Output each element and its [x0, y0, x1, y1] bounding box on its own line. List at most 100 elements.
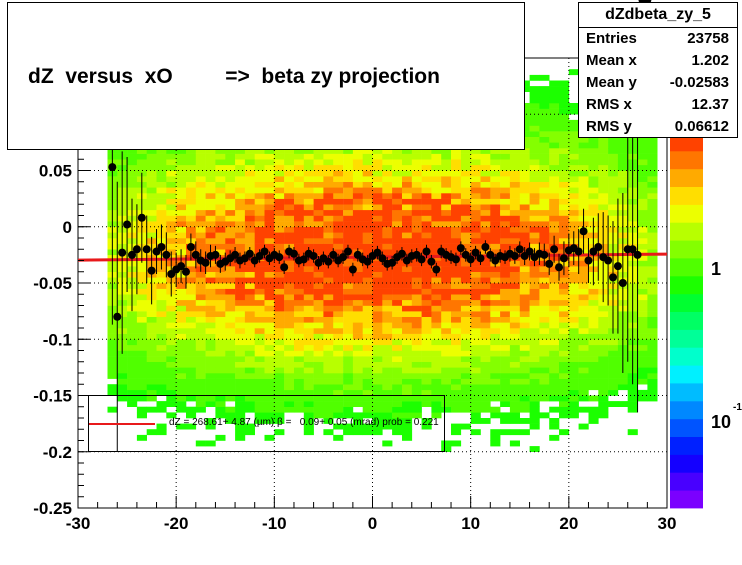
profile-point	[550, 245, 559, 254]
hist-bin	[519, 266, 530, 272]
hist-bin	[323, 339, 334, 346]
hist-bin	[195, 209, 206, 216]
hist-bin	[549, 209, 560, 216]
hist-bin	[411, 406, 422, 413]
palette-swatch	[670, 472, 703, 491]
hist-bin	[146, 193, 157, 199]
hist-bin	[519, 378, 530, 385]
hist-bin	[402, 423, 413, 430]
hist-bin	[529, 170, 540, 177]
hist-bin	[343, 389, 354, 396]
hist-bin	[235, 322, 246, 329]
hist-bin	[195, 389, 206, 396]
hist-bin	[323, 266, 334, 272]
hist-bin	[235, 305, 246, 312]
hist-bin	[303, 339, 314, 346]
hist-bin	[333, 384, 344, 391]
profile-point	[604, 256, 613, 265]
hist-bin	[333, 316, 344, 323]
hist-bin	[176, 176, 187, 182]
hist-bin	[500, 271, 511, 278]
profile-point	[417, 255, 426, 264]
hist-bin	[274, 367, 285, 374]
hist-bin	[294, 209, 305, 216]
hist-bin	[451, 153, 462, 160]
hist-bin	[156, 350, 167, 357]
hist-bin	[186, 159, 197, 166]
hist-bin	[608, 193, 619, 199]
hist-bin	[451, 339, 462, 346]
palette-swatch	[670, 240, 703, 259]
stats-box: dZdbeta_zy_5 Entries 23758 Mean x 1.202 Me…	[578, 2, 738, 138]
hist-bin	[568, 344, 579, 351]
hist-bin	[480, 204, 491, 211]
hist-bin	[627, 389, 638, 396]
hist-bin	[136, 277, 147, 284]
hist-bin	[372, 148, 383, 154]
profile-point	[177, 262, 186, 271]
hist-bin	[460, 164, 471, 171]
hist-bin	[303, 159, 314, 166]
hist-bin	[284, 333, 295, 340]
hist-bin	[392, 316, 403, 323]
hist-bin	[588, 406, 599, 413]
hist-bin	[313, 322, 324, 329]
hist-bin	[568, 406, 579, 413]
hist-bin	[186, 373, 197, 379]
hist-bin	[264, 328, 275, 334]
hist-bin	[441, 193, 452, 199]
palette-swatch	[670, 222, 703, 241]
hist-bin	[303, 288, 314, 295]
hist-bin	[294, 333, 305, 340]
profile-point	[108, 163, 117, 172]
hist-bin	[568, 159, 579, 166]
hist-bin	[509, 316, 520, 323]
hist-bin	[176, 395, 187, 402]
hist-bin	[313, 153, 324, 160]
hist-bin	[539, 226, 550, 233]
hist-bin	[254, 384, 265, 391]
hist-bin	[186, 412, 197, 419]
hist-bin	[225, 159, 236, 166]
hist-bin	[470, 389, 481, 396]
hist-bin	[244, 333, 255, 340]
hist-bin	[647, 288, 658, 295]
hist-bin	[382, 356, 393, 362]
hist-bin	[490, 429, 501, 436]
hist-bin	[195, 198, 206, 205]
hist-bin	[608, 142, 619, 149]
hist-bin	[539, 136, 550, 143]
hist-bin	[244, 215, 255, 222]
hist-bin	[235, 344, 246, 351]
hist-bin	[568, 142, 579, 149]
hist-bin	[235, 170, 246, 177]
hist-bin	[431, 344, 442, 351]
hist-bin	[323, 148, 334, 154]
hist-bin	[264, 339, 275, 346]
hist-bin	[323, 356, 334, 362]
hist-bin	[264, 406, 275, 413]
hist-bin	[382, 271, 393, 278]
hist-bin	[225, 209, 236, 216]
hist-bin	[402, 299, 413, 306]
hist-bin	[176, 316, 187, 323]
hist-bin	[451, 401, 462, 407]
hist-bin	[490, 378, 501, 385]
hist-bin	[519, 209, 530, 216]
hist-bin	[372, 204, 383, 211]
hist-bin	[411, 221, 422, 227]
hist-bin	[186, 339, 197, 346]
hist-bin	[284, 238, 295, 244]
hist-bin	[568, 209, 579, 216]
hist-bin	[637, 333, 648, 340]
hist-bin	[264, 389, 275, 396]
hist-bin	[225, 350, 236, 357]
hist-bin	[617, 181, 628, 188]
hist-bin	[323, 361, 334, 368]
hist-bin	[352, 283, 363, 289]
hist-bin	[617, 136, 628, 143]
hist-bin	[441, 384, 452, 391]
hist-bin	[244, 204, 255, 211]
hist-bin	[264, 350, 275, 357]
hist-bin	[549, 344, 560, 351]
